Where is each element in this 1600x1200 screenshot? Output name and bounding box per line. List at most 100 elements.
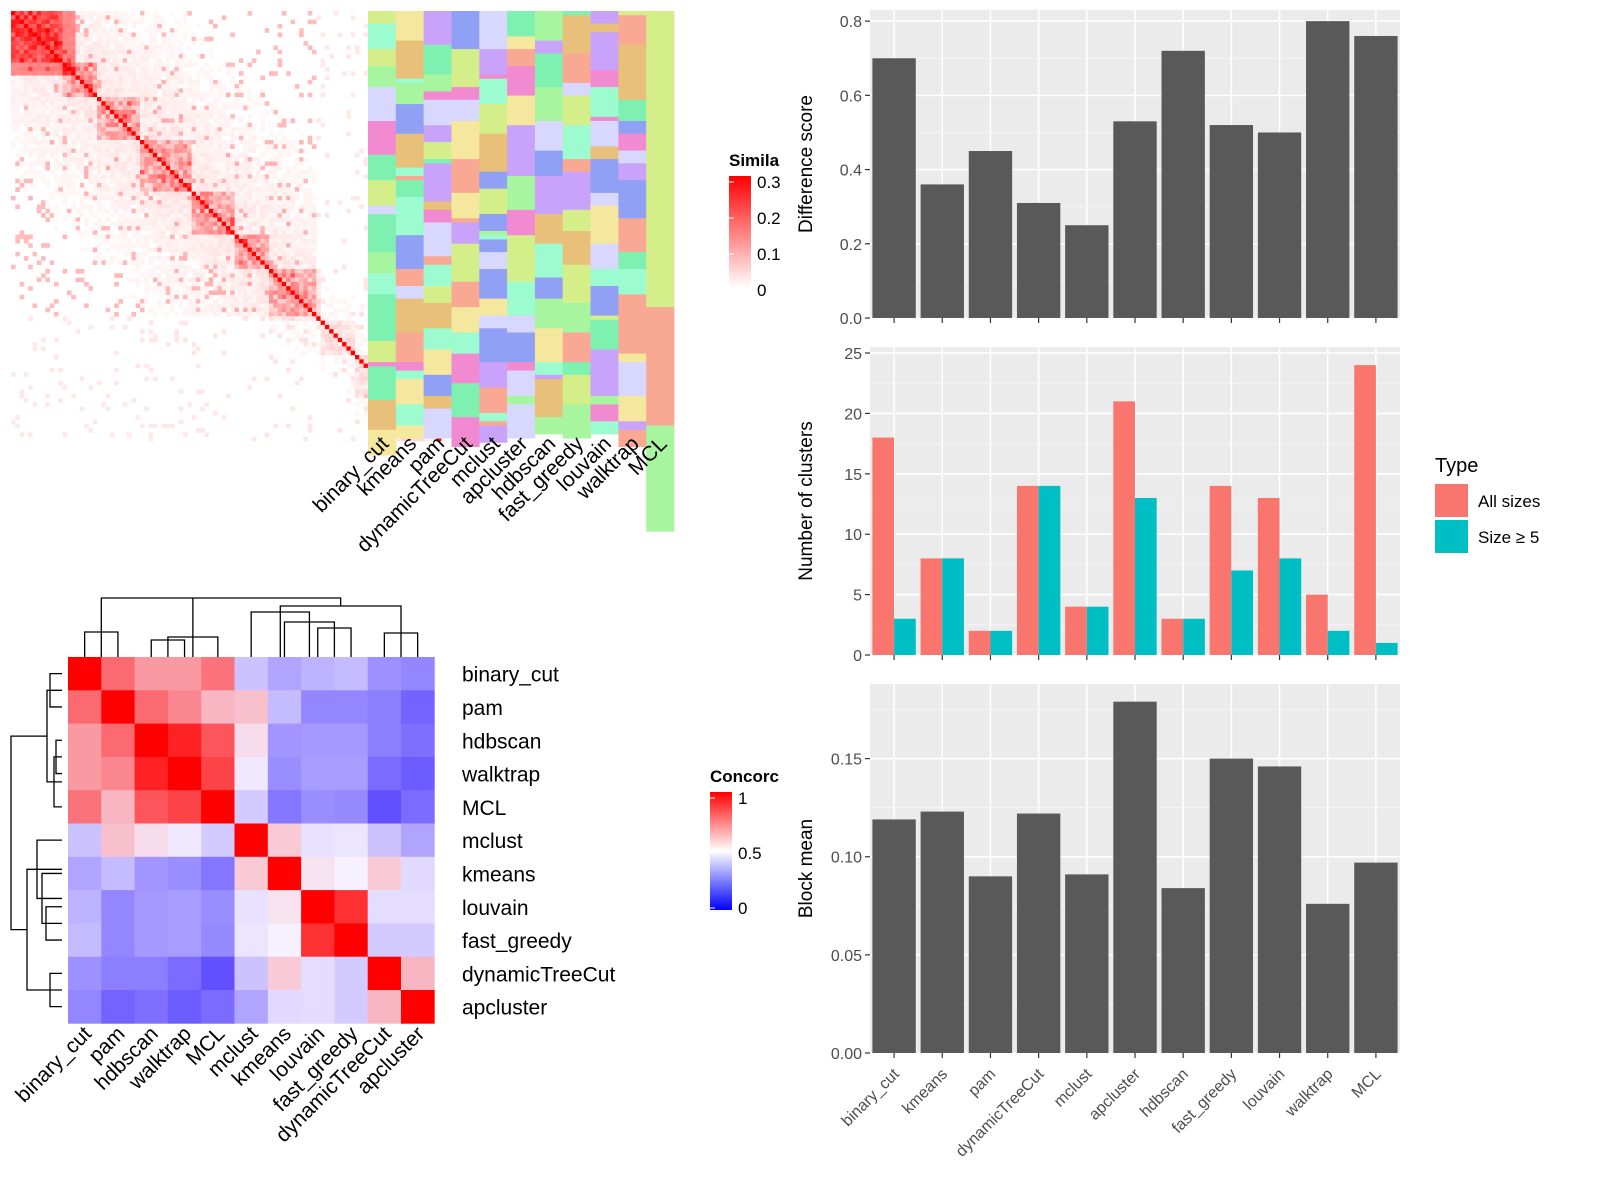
bar-size-ge-5 (1375, 642, 1398, 655)
bar (1065, 225, 1109, 318)
concordance-cell (134, 856, 169, 891)
concordance-cell (201, 657, 235, 691)
concordance-cell (201, 990, 235, 1024)
concordance-cell (401, 990, 435, 1024)
concordance-cell (234, 956, 269, 991)
concordance-cell (267, 723, 302, 758)
concordance-cell (68, 657, 102, 691)
concordance-legend-tick-label: 0.5 (738, 844, 762, 863)
bar-all-sizes (872, 437, 895, 655)
x-tick-label: apcluster (1086, 1065, 1144, 1123)
concordance-cell (201, 923, 235, 958)
y-tick-label: 0.15 (831, 752, 862, 769)
concordance-cell (267, 756, 302, 791)
bar-all-sizes (1161, 618, 1184, 655)
concordance-cell (367, 657, 402, 691)
concordance-cell (101, 823, 135, 858)
concordance-legend-title: Concorc (710, 767, 779, 786)
concordance-cell (167, 657, 202, 691)
y-tick-label: 0.8 (840, 14, 862, 31)
concordance-cell (367, 956, 402, 991)
concordance-row-label: mclust (462, 830, 523, 853)
concordance-cell (334, 856, 369, 891)
concordance-cell (134, 756, 169, 791)
concordance-cell (101, 756, 135, 791)
difference-score-chart: 0.0 0.2 0.4 0.6 0.8 Difference score (796, 10, 1400, 328)
similarity-legend-tick-label: 0.2 (757, 209, 781, 228)
y-tick-label: 5 (853, 588, 862, 605)
similarity-heatmap: binary_cutkmeanspamdynamicTreeCutmclusta… (11, 11, 675, 557)
concordance-cell (68, 690, 102, 724)
concordance-cell (267, 790, 302, 824)
concordance-row-label: binary_cut (462, 664, 559, 687)
concordance-cell (101, 990, 135, 1024)
bar-size-ge-5 (1086, 606, 1109, 655)
bar-size-ge-5 (1231, 570, 1254, 655)
bar (920, 811, 964, 1053)
concordance-cell (367, 856, 402, 891)
concordance-cell (401, 923, 435, 958)
y-axis-label: Block mean (796, 819, 817, 918)
bar (1354, 35, 1398, 319)
bar-all-sizes (968, 630, 991, 655)
concordance-cell (167, 823, 202, 858)
similarity-legend-tick-label: 0 (757, 281, 766, 300)
concordance-cell (401, 890, 435, 924)
concordance-cell (334, 890, 369, 924)
legend-entry: Size ≥ 5 (1478, 528, 1539, 547)
bar (1161, 888, 1205, 1053)
concordance-cell (68, 956, 102, 991)
similarity-legend: Simila 0.3 0.2 0.1 0 (729, 151, 781, 300)
bar (920, 184, 964, 318)
bar-all-sizes (1306, 594, 1328, 655)
legend-title: Type (1435, 455, 1478, 477)
bar (872, 819, 916, 1053)
concordance-row-dendrogram (10, 673, 62, 1008)
x-tick-label: MCL (1349, 1066, 1385, 1102)
y-tick-label: 10 (844, 527, 862, 544)
concordance-cell (68, 756, 102, 791)
concordance-cell (301, 956, 335, 991)
concordance-cell (68, 723, 102, 758)
bar (1065, 874, 1109, 1053)
bar (1257, 766, 1302, 1053)
y-tick-label: 0.2 (840, 237, 862, 254)
bar (872, 58, 916, 318)
concordance-cell (134, 923, 169, 958)
bar (1209, 125, 1254, 318)
concordance-cell (234, 890, 269, 924)
bar-all-sizes (1354, 365, 1376, 655)
concordance-cell (134, 823, 169, 858)
concordance-cell (167, 723, 202, 758)
concordance-cell (301, 690, 335, 724)
concordance-cell (101, 890, 135, 924)
concordance-cell (267, 923, 302, 958)
similarity-legend-title: Simila (729, 151, 780, 170)
concordance-cell (367, 723, 402, 758)
concordance-cell (367, 690, 402, 724)
concordance-cell (267, 956, 302, 991)
bar-all-sizes (1113, 401, 1135, 655)
concordance-cell (134, 956, 169, 991)
x-tick-label: walktrap (1282, 1066, 1337, 1121)
concordance-cell (301, 990, 335, 1024)
cluster-membership-columns (368, 11, 675, 532)
concordance-cell (367, 823, 402, 858)
concordance-cell (267, 657, 302, 691)
concordance-cell (134, 990, 169, 1024)
concordance-cell (267, 990, 302, 1024)
bar (1113, 701, 1157, 1053)
bar-size-ge-5 (1183, 618, 1205, 655)
bar (1306, 21, 1350, 318)
concordance-cell (167, 990, 202, 1024)
bar-all-sizes (1065, 606, 1087, 655)
bar (1113, 121, 1157, 318)
legend-entry: All sizes (1478, 492, 1540, 511)
concordance-legend-tick-label: 1 (738, 789, 747, 808)
bar (1016, 202, 1061, 318)
y-axis-label: Number of clusters (796, 421, 817, 580)
concordance-cell (201, 856, 235, 891)
concordance-cell (101, 923, 135, 958)
y-tick-label: 20 (844, 406, 862, 423)
